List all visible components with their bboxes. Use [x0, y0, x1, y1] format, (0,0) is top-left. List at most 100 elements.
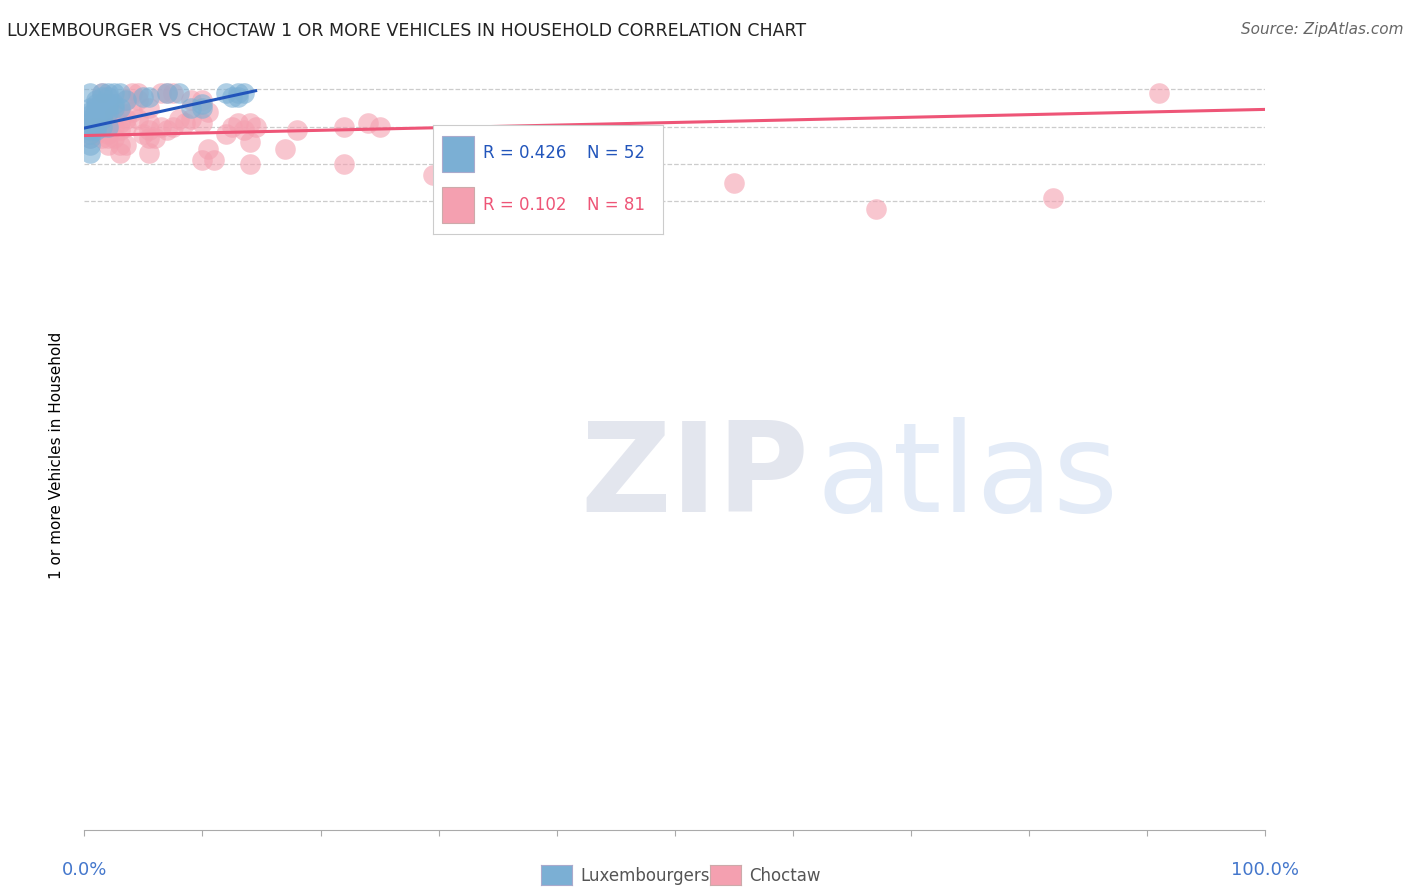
Point	[132, 127, 155, 141]
Point	[138, 130, 160, 145]
Point	[239, 116, 262, 130]
Point	[108, 104, 131, 119]
Point	[79, 116, 101, 130]
Point	[91, 108, 114, 122]
Point	[84, 127, 107, 141]
Point	[221, 89, 243, 103]
Point	[84, 120, 107, 134]
Point	[138, 145, 160, 160]
Point	[114, 112, 136, 127]
Point	[108, 86, 131, 100]
Point	[162, 120, 184, 134]
Point	[79, 130, 101, 145]
Point	[245, 120, 267, 134]
Point	[357, 116, 380, 130]
Point	[138, 123, 160, 137]
Point	[79, 130, 101, 145]
Point	[84, 94, 107, 108]
Point	[97, 86, 120, 100]
Point	[132, 89, 155, 103]
Point	[239, 135, 262, 149]
Point	[150, 86, 173, 100]
Point	[226, 116, 249, 130]
Point	[150, 120, 173, 134]
Point	[422, 168, 444, 182]
Point	[285, 123, 308, 137]
Point	[191, 116, 214, 130]
Point	[274, 142, 297, 156]
Point	[226, 86, 249, 100]
Point	[84, 112, 107, 127]
Point	[108, 116, 131, 130]
Point	[103, 120, 125, 134]
Point	[121, 104, 143, 119]
Text: Luxembourgers: Luxembourgers	[581, 867, 710, 885]
Point	[723, 176, 745, 190]
Point	[84, 97, 107, 112]
Point	[91, 120, 114, 134]
Point	[221, 120, 243, 134]
Point	[143, 130, 166, 145]
Point	[173, 116, 195, 130]
Text: ZIP: ZIP	[581, 417, 808, 538]
Point	[84, 123, 107, 137]
Point	[97, 138, 120, 153]
Text: 0.0%: 0.0%	[62, 861, 107, 879]
Point	[156, 123, 179, 137]
Point	[91, 86, 114, 100]
Point	[79, 138, 101, 153]
Point	[79, 108, 101, 122]
Point	[127, 86, 149, 100]
Point	[156, 86, 179, 100]
Point	[97, 104, 120, 119]
Y-axis label: 1 or more Vehicles in Household: 1 or more Vehicles in Household	[49, 331, 63, 579]
Text: Source: ZipAtlas.com: Source: ZipAtlas.com	[1240, 22, 1403, 37]
Text: Choctaw: Choctaw	[749, 867, 821, 885]
Point	[91, 112, 114, 127]
Point	[79, 101, 101, 115]
Point	[138, 89, 160, 103]
Point	[91, 89, 114, 103]
Point	[97, 127, 120, 141]
Point	[197, 142, 219, 156]
Point	[127, 94, 149, 108]
Point	[103, 97, 125, 112]
Point	[180, 101, 202, 115]
Point	[232, 123, 254, 137]
Point	[215, 127, 238, 141]
Point	[167, 112, 190, 127]
Point	[97, 101, 120, 115]
Point	[79, 145, 101, 160]
Point	[97, 123, 120, 137]
Point	[103, 130, 125, 145]
Point	[333, 157, 356, 171]
Point	[79, 104, 101, 119]
Point	[114, 120, 136, 134]
Point	[91, 101, 114, 115]
Point	[191, 153, 214, 168]
Point	[91, 130, 114, 145]
Point	[84, 101, 107, 115]
Point	[127, 112, 149, 127]
Point	[108, 145, 131, 160]
Point	[84, 116, 107, 130]
Point	[79, 86, 101, 100]
Point	[333, 120, 356, 134]
Point	[79, 112, 101, 127]
Point	[215, 86, 238, 100]
Point	[191, 101, 214, 115]
Point	[97, 89, 120, 103]
Point	[191, 94, 214, 108]
Point	[97, 130, 120, 145]
Point	[162, 86, 184, 100]
Point	[191, 97, 214, 112]
Point	[79, 127, 101, 141]
Point	[197, 104, 219, 119]
Point	[114, 94, 136, 108]
Point	[91, 86, 114, 100]
Point	[103, 86, 125, 100]
Point	[167, 86, 190, 100]
Point	[108, 138, 131, 153]
Point	[84, 108, 107, 122]
Point	[103, 101, 125, 115]
